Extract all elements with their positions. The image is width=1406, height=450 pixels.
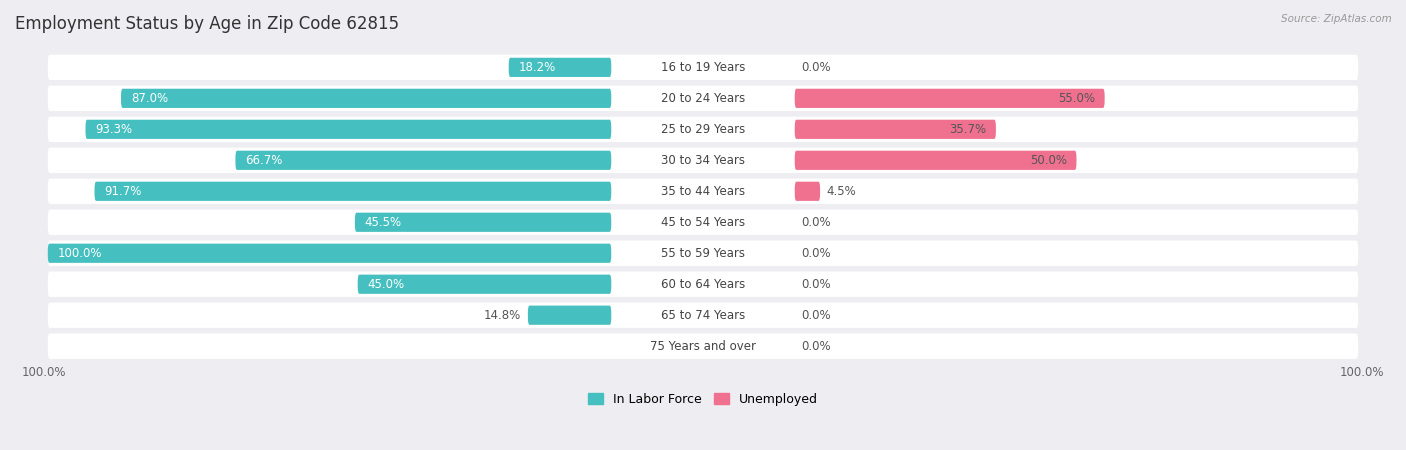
FancyBboxPatch shape <box>48 179 1358 204</box>
FancyBboxPatch shape <box>509 58 612 77</box>
FancyBboxPatch shape <box>794 120 995 139</box>
Text: Employment Status by Age in Zip Code 62815: Employment Status by Age in Zip Code 628… <box>15 15 399 33</box>
Text: 20 to 24 Years: 20 to 24 Years <box>661 92 745 105</box>
FancyBboxPatch shape <box>48 148 1358 173</box>
Text: 100.0%: 100.0% <box>21 366 66 379</box>
FancyBboxPatch shape <box>48 86 1358 111</box>
Text: 0.0%: 0.0% <box>801 340 831 353</box>
FancyBboxPatch shape <box>794 151 1077 170</box>
FancyBboxPatch shape <box>235 151 612 170</box>
Text: 45.0%: 45.0% <box>367 278 405 291</box>
Text: 55 to 59 Years: 55 to 59 Years <box>661 247 745 260</box>
Text: Source: ZipAtlas.com: Source: ZipAtlas.com <box>1281 14 1392 23</box>
Text: 50.0%: 50.0% <box>1029 154 1067 167</box>
Text: 65 to 74 Years: 65 to 74 Years <box>661 309 745 322</box>
FancyBboxPatch shape <box>527 306 612 325</box>
FancyBboxPatch shape <box>48 271 1358 297</box>
FancyBboxPatch shape <box>614 243 792 263</box>
FancyBboxPatch shape <box>48 243 612 263</box>
Text: 45 to 54 Years: 45 to 54 Years <box>661 216 745 229</box>
FancyBboxPatch shape <box>354 213 612 232</box>
FancyBboxPatch shape <box>48 241 1358 266</box>
FancyBboxPatch shape <box>121 89 612 108</box>
Text: 100.0%: 100.0% <box>1340 366 1385 379</box>
Text: 35 to 44 Years: 35 to 44 Years <box>661 185 745 198</box>
FancyBboxPatch shape <box>48 117 1358 142</box>
FancyBboxPatch shape <box>48 210 1358 235</box>
Text: 0.0%: 0.0% <box>801 278 831 291</box>
FancyBboxPatch shape <box>86 120 612 139</box>
FancyBboxPatch shape <box>48 54 1358 80</box>
Text: 66.7%: 66.7% <box>245 154 283 167</box>
Text: 60 to 64 Years: 60 to 64 Years <box>661 278 745 291</box>
FancyBboxPatch shape <box>614 151 792 170</box>
FancyBboxPatch shape <box>614 213 792 232</box>
Text: 0.0%: 0.0% <box>801 61 831 74</box>
Text: 100.0%: 100.0% <box>58 247 103 260</box>
FancyBboxPatch shape <box>614 182 792 201</box>
FancyBboxPatch shape <box>794 182 820 201</box>
Text: 55.0%: 55.0% <box>1057 92 1095 105</box>
Text: 18.2%: 18.2% <box>519 61 555 74</box>
FancyBboxPatch shape <box>614 58 792 77</box>
Text: 30 to 34 Years: 30 to 34 Years <box>661 154 745 167</box>
FancyBboxPatch shape <box>614 337 792 356</box>
FancyBboxPatch shape <box>794 89 1105 108</box>
Text: 14.8%: 14.8% <box>484 309 522 322</box>
Text: 0.0%: 0.0% <box>801 309 831 322</box>
FancyBboxPatch shape <box>614 274 792 294</box>
Text: 87.0%: 87.0% <box>131 92 167 105</box>
FancyBboxPatch shape <box>48 302 1358 328</box>
Text: 35.7%: 35.7% <box>949 123 986 136</box>
Text: 91.7%: 91.7% <box>104 185 142 198</box>
FancyBboxPatch shape <box>614 120 792 139</box>
Text: 25 to 29 Years: 25 to 29 Years <box>661 123 745 136</box>
FancyBboxPatch shape <box>614 89 792 108</box>
FancyBboxPatch shape <box>48 333 1358 359</box>
Text: 16 to 19 Years: 16 to 19 Years <box>661 61 745 74</box>
Text: 4.5%: 4.5% <box>827 185 856 198</box>
Text: 93.3%: 93.3% <box>96 123 132 136</box>
FancyBboxPatch shape <box>94 182 612 201</box>
FancyBboxPatch shape <box>357 274 612 294</box>
Text: 45.5%: 45.5% <box>364 216 402 229</box>
FancyBboxPatch shape <box>614 306 792 325</box>
Legend: In Labor Force, Unemployed: In Labor Force, Unemployed <box>583 388 823 411</box>
Text: 75 Years and over: 75 Years and over <box>650 340 756 353</box>
Text: 0.0%: 0.0% <box>801 247 831 260</box>
Text: 0.0%: 0.0% <box>801 216 831 229</box>
